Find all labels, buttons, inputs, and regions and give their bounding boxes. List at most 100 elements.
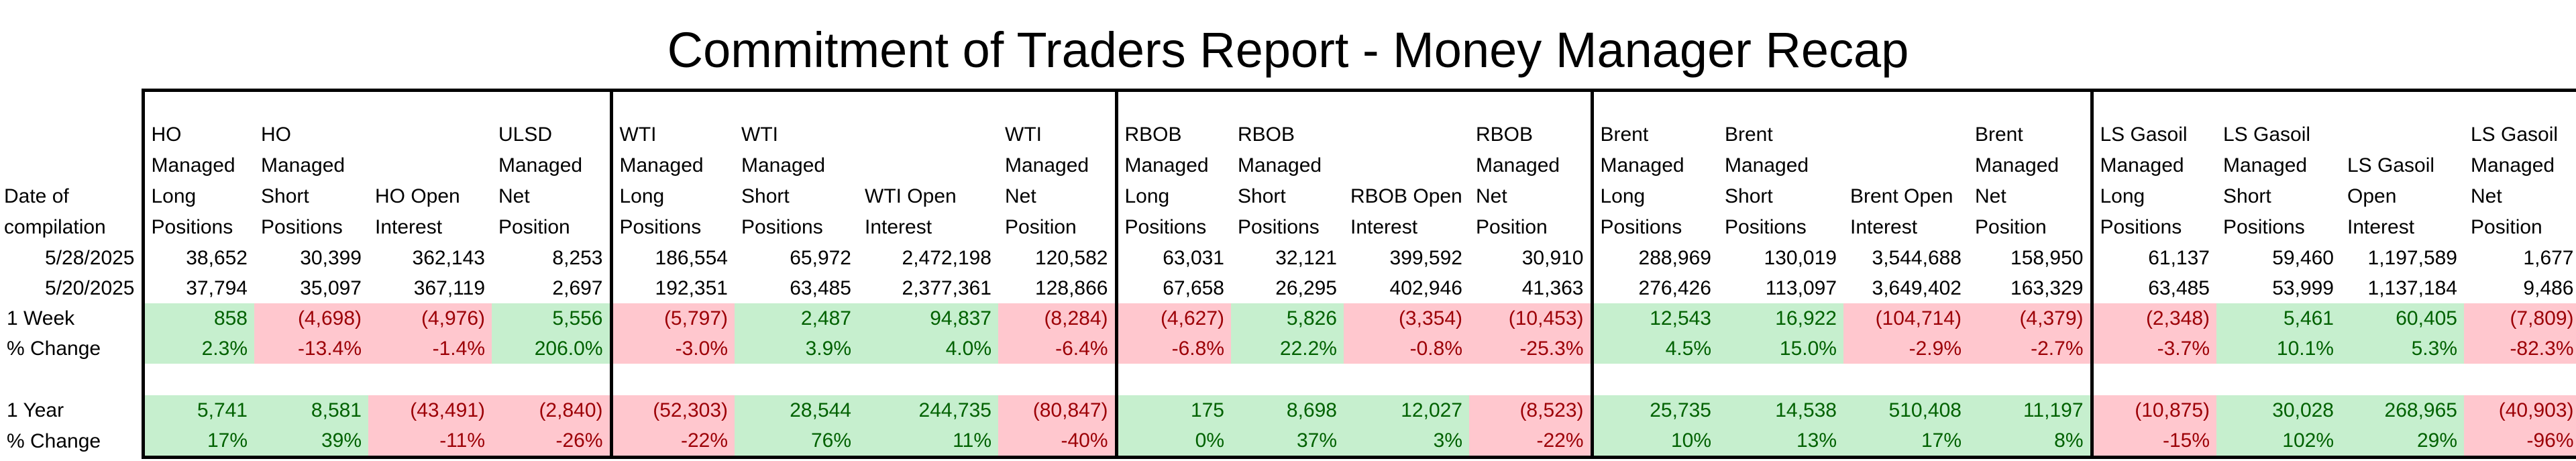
table-cell: 9,486 bbox=[2464, 273, 2576, 303]
table-cell: -3.7% bbox=[2090, 334, 2216, 364]
table-cell: 76% bbox=[735, 425, 858, 459]
table-cell: 11,197 bbox=[1968, 395, 2094, 425]
table-cell: -6.4% bbox=[998, 334, 1118, 364]
table-cell: 186,554 bbox=[609, 243, 735, 273]
row-label: % Change bbox=[7, 430, 101, 453]
table-cell: 10.1% bbox=[2216, 334, 2341, 364]
cot-table: Date of compilation HO Managed Long Posit… bbox=[0, 89, 2576, 459]
table-cell: -1.4% bbox=[368, 334, 492, 364]
table-cell: 2,697 bbox=[492, 273, 613, 303]
table-cell: 5,826 bbox=[1231, 303, 1344, 334]
table-cell: 8% bbox=[1968, 425, 2094, 459]
table-cell: 244,735 bbox=[858, 395, 998, 425]
column-header: Brent Managed Short Positions bbox=[1718, 89, 1843, 243]
table-cell: 39% bbox=[254, 425, 368, 459]
table-cell: 17% bbox=[1843, 425, 1968, 459]
table-cell: 288,969 bbox=[1590, 243, 1718, 273]
table-cell: 192,351 bbox=[609, 273, 735, 303]
table-cell: 26,295 bbox=[1275, 277, 1337, 299]
table-cell: -13.4% bbox=[254, 334, 368, 364]
column-header: RBOB Managed Long Positions bbox=[1114, 89, 1231, 243]
table-cell: 5.3% bbox=[2341, 334, 2464, 364]
table-cell: 11% bbox=[858, 425, 998, 459]
table-cell: (8,284) bbox=[998, 303, 1118, 334]
column-header: Brent Managed Net Position bbox=[1968, 89, 2094, 243]
table-cell: 2,377,361 bbox=[902, 277, 991, 299]
table-cell: 29% bbox=[2341, 425, 2464, 459]
table-cell: 60,405 bbox=[2341, 303, 2464, 334]
table-cell: 94,837 bbox=[858, 303, 998, 334]
table-cell: 130,019 bbox=[1764, 247, 1837, 269]
table-cell: 38,652 bbox=[141, 243, 254, 273]
column-header: WTI Open Interest bbox=[858, 89, 998, 243]
column-header: Brent Open Interest bbox=[1843, 89, 1968, 243]
table-cell: (5,797) bbox=[609, 303, 735, 334]
column-header: RBOB Managed Net Position bbox=[1469, 89, 1594, 243]
table-row: 5/28/2025 38,652 30,399 362,143 8,253 186,554… bbox=[0, 243, 2576, 273]
table-cell: (4,379) bbox=[1968, 303, 2094, 334]
header-row: Date of compilation HO Managed Long Posit… bbox=[0, 89, 2576, 243]
column-header: ULSD Managed Net Position bbox=[492, 89, 613, 243]
table-cell: (43,491) bbox=[368, 395, 492, 425]
table-cell: 163,329 bbox=[1968, 273, 2094, 303]
table-cell: 35,097 bbox=[300, 277, 362, 299]
table-cell: 3% bbox=[1344, 425, 1469, 459]
table-cell: 1,137,184 bbox=[2367, 277, 2457, 299]
table-cell: 12,027 bbox=[1344, 395, 1469, 425]
table-cell: 1,677 bbox=[2464, 243, 2576, 273]
table-row: % Change 2.3% -13.4% -1.4% 206.0% -3.0% 3.9% 4.… bbox=[0, 334, 2576, 364]
column-header: RBOB Open Interest bbox=[1344, 89, 1469, 243]
table-cell: (104,714) bbox=[1843, 303, 1968, 334]
table-cell: 128,866 bbox=[998, 273, 1118, 303]
column-header: HO Managed Long Positions bbox=[141, 89, 254, 243]
table-cell: 2,472,198 bbox=[902, 247, 991, 269]
table-row: 1 Week 858 (4,698) (4,976) 5,556 (5,797) 2,487… bbox=[0, 303, 2576, 334]
table-cell: (3,354) bbox=[1344, 303, 1469, 334]
table-cell: 175 bbox=[1114, 395, 1231, 425]
table-cell: 102% bbox=[2216, 425, 2341, 459]
column-header: HO Managed Short Positions bbox=[254, 89, 368, 243]
spacer-row bbox=[0, 364, 2576, 395]
table-cell: (7,809) bbox=[2464, 303, 2576, 334]
table-cell: 59,460 bbox=[2272, 247, 2334, 269]
report-title: Commitment of Traders Report - Money Man… bbox=[667, 22, 1909, 78]
table-cell: 402,946 bbox=[1389, 277, 1462, 299]
table-cell: 399,592 bbox=[1389, 247, 1462, 269]
table-cell: 5,556 bbox=[492, 303, 613, 334]
table-cell: 8,581 bbox=[254, 395, 368, 425]
table-cell: 206.0% bbox=[492, 334, 613, 364]
table-cell: (2,348) bbox=[2090, 303, 2216, 334]
table-cell: (4,627) bbox=[1114, 303, 1231, 334]
table-cell: 8,698 bbox=[1231, 395, 1344, 425]
table-cell: (10,453) bbox=[1469, 303, 1594, 334]
table-cell: (2,840) bbox=[492, 395, 613, 425]
row-label: % Change bbox=[7, 338, 101, 360]
table-cell: (4,698) bbox=[254, 303, 368, 334]
table-cell: 61,137 bbox=[2090, 243, 2216, 273]
table-cell: 858 bbox=[141, 303, 254, 334]
table-cell: 113,097 bbox=[1765, 277, 1837, 299]
table-cell: 2.3% bbox=[141, 334, 254, 364]
table-cell: 1,197,589 bbox=[2367, 247, 2457, 269]
table-cell: 37,794 bbox=[141, 273, 254, 303]
table-cell: 10% bbox=[1590, 425, 1718, 459]
table-cell: 15.0% bbox=[1718, 334, 1843, 364]
column-header: RBOB Managed Short Positions bbox=[1231, 89, 1344, 243]
table-cell: -26% bbox=[492, 425, 613, 459]
table-cell: 65,972 bbox=[790, 247, 851, 269]
column-header: LS Gasoil Open Interest bbox=[2341, 89, 2464, 243]
table-cell: 12,543 bbox=[1590, 303, 1718, 334]
table-cell: (52,303) bbox=[609, 395, 735, 425]
table-cell: -2.7% bbox=[1968, 334, 2094, 364]
table-cell: -96% bbox=[2464, 425, 2576, 459]
table-cell: 158,950 bbox=[1968, 243, 2094, 273]
table-cell: 4.5% bbox=[1590, 334, 1718, 364]
table-cell: -11% bbox=[368, 425, 492, 459]
table-cell: 67,658 bbox=[1114, 273, 1231, 303]
table-cell: 32,121 bbox=[1275, 247, 1337, 269]
table-cell: 4.0% bbox=[858, 334, 998, 364]
table-cell: 16,922 bbox=[1718, 303, 1843, 334]
table-cell: 268,965 bbox=[2341, 395, 2464, 425]
table-cell: 2,487 bbox=[735, 303, 858, 334]
table-cell: 25,735 bbox=[1590, 395, 1718, 425]
